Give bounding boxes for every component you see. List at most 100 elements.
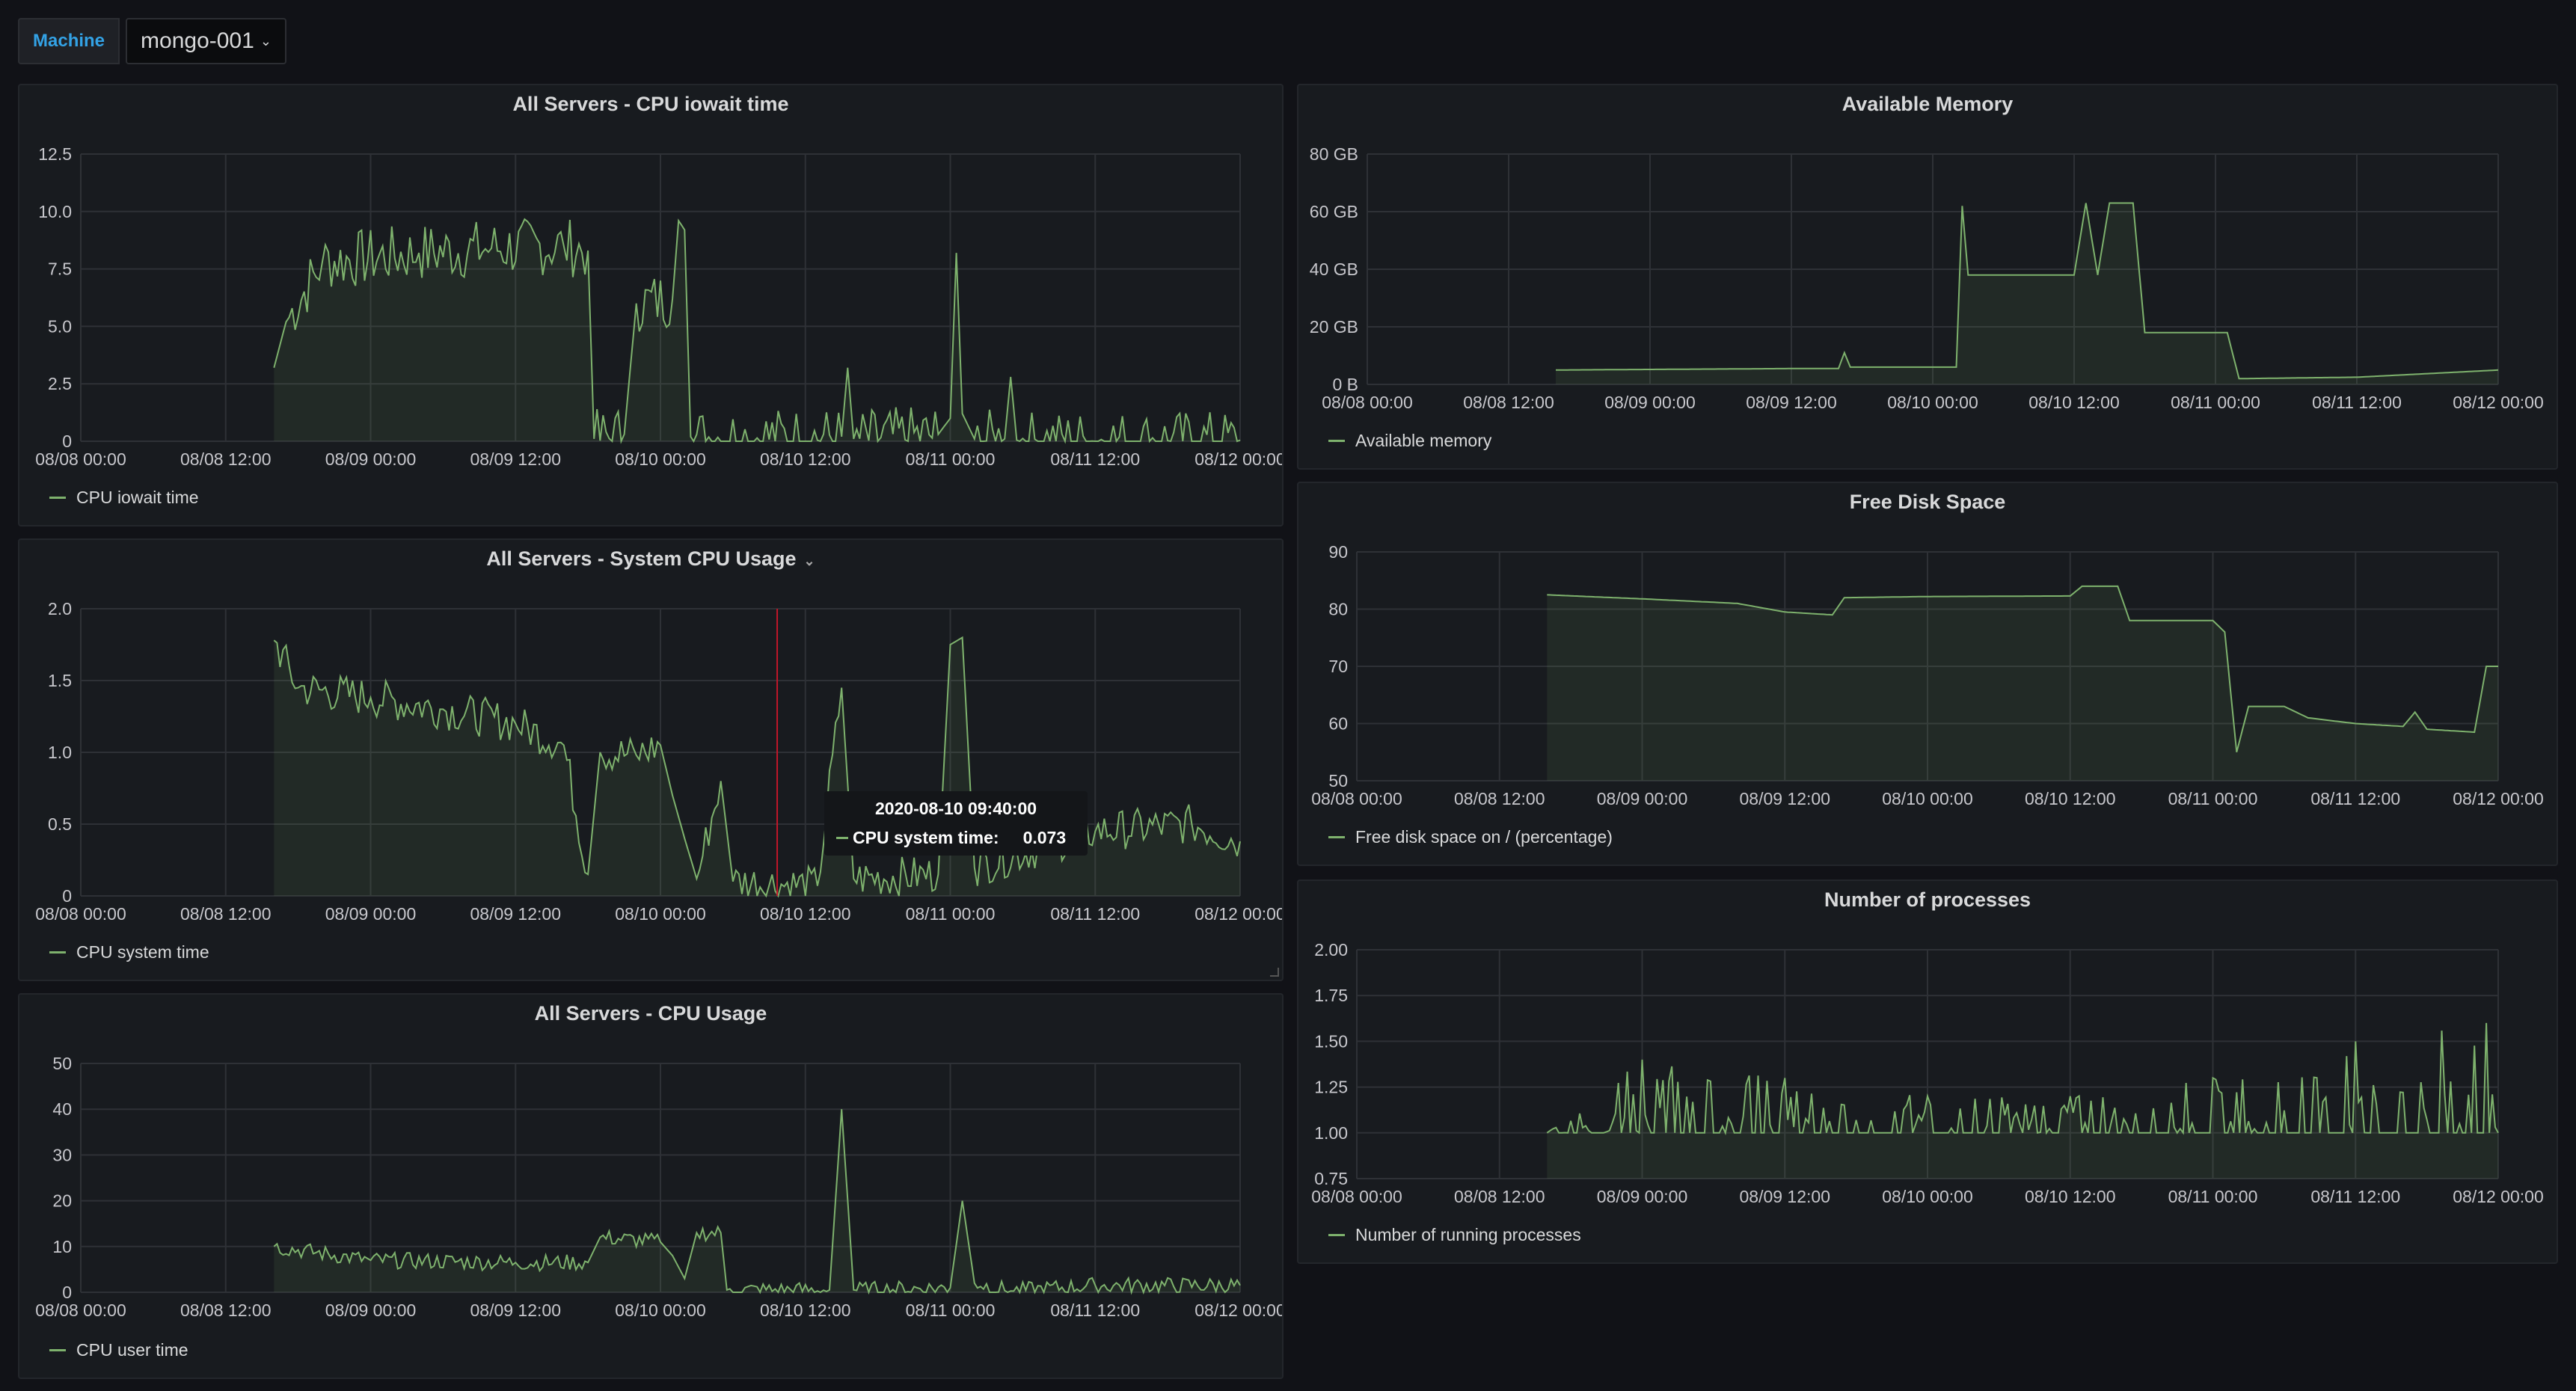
panel-cpu-usage: All Servers - CPU Usage 0 10 20 30 40 50 08/08… (18, 993, 1284, 1379)
legend-item[interactable]: Available memory (1328, 431, 1491, 451)
series-area (1547, 1022, 2498, 1179)
series-line (273, 218, 1241, 444)
x-tick-label: 08/10 00:00 (1882, 1187, 1973, 1206)
x-tick-label: 08/10 00:00 (1882, 789, 1973, 808)
x-tick-label: 08/10 12:00 (760, 904, 851, 924)
chart-available-memory[interactable]: 0 B 20 GB 40 GB 60 GB 80 GB 08/08 00:00 08/08 … (1298, 85, 2557, 468)
panel-title[interactable]: All Servers - System CPU Usage ⌄ (19, 547, 1282, 571)
panel-cpu-iowait: All Servers - CPU iowait time 0 2.5 5.0 7.5… (18, 84, 1284, 526)
x-tick-label: 08/09 12:00 (470, 449, 561, 469)
panel-title[interactable]: Available Memory (1841, 93, 2014, 115)
tooltip-swatch (836, 837, 848, 839)
x-tick-label: 08/11 00:00 (906, 1301, 996, 1320)
machine-select-value: mongo-001 (141, 28, 254, 53)
legend-label: Available memory (1355, 431, 1492, 450)
x-tick-label: 08/09 00:00 (1604, 393, 1696, 412)
x-tick-label: 08/11 00:00 (2171, 393, 2260, 412)
y-tick-label: 0 (62, 432, 72, 451)
chart-num-processes[interactable]: 0.75 1.00 1.25 1.50 1.75 2.00 08/08 00:00 08/08… (1298, 881, 2557, 1262)
x-tick-label: 08/12 00:00 (1195, 449, 1282, 469)
y-tick-label: 2.0 (48, 599, 72, 618)
y-tick-label: 70 (1328, 657, 1348, 676)
x-tick-label: 08/11 00:00 (2168, 1187, 2258, 1206)
y-tick-label: 60 (1328, 714, 1348, 734)
legend-swatch (1328, 1234, 1345, 1236)
y-tick-label: 40 GB (1310, 260, 1358, 279)
x-tick-label: 08/11 12:00 (1050, 904, 1140, 924)
y-tick-label: 12.5 (38, 144, 72, 164)
y-tick-label: 0 (62, 1283, 72, 1302)
tooltip-value: 0.073 (1022, 828, 1067, 847)
legend-item[interactable]: Number of running processes (1328, 1225, 1581, 1245)
x-tick-label: 08/09 12:00 (1746, 393, 1837, 412)
y-tick-label: 90 (1328, 542, 1348, 562)
legend-label: Number of running processes (1355, 1225, 1581, 1244)
x-tick-label: 08/11 00:00 (906, 449, 996, 469)
y-tick-label: 20 GB (1310, 317, 1358, 337)
panel-title[interactable]: All Servers - CPU iowait time (512, 93, 789, 115)
chart-cpu-usage[interactable]: 0 10 20 30 40 50 08/08 00:00 08/08 12:00 08/09 0… (19, 995, 1282, 1378)
y-tick-label: 60 GB (1310, 202, 1358, 221)
series-line (1555, 202, 2499, 380)
legend-item[interactable]: Free disk space on / (percentage) (1328, 827, 1613, 847)
x-tick-label: 08/10 00:00 (615, 1301, 706, 1320)
y-tick-label: 80 (1328, 600, 1348, 619)
legend-item[interactable]: CPU iowait time (49, 488, 199, 508)
x-tick-label: 08/08 00:00 (35, 449, 126, 469)
x-tick-label: 08/11 00:00 (906, 904, 996, 924)
panel-title[interactable]: Number of processes (1824, 888, 2031, 911)
y-tick-label: 1.50 (1314, 1031, 1348, 1051)
chevron-down-icon: ⌄ (803, 553, 815, 568)
series-area (1556, 203, 2498, 384)
x-tick-label: 08/09 00:00 (325, 1301, 417, 1320)
chart-system-cpu[interactable]: 0 0.5 1.0 1.5 2.0 08/08 00:00 08/08 12:00 08/09… (19, 540, 1282, 980)
x-tick-label: 08/08 00:00 (35, 904, 126, 924)
tooltip: 2020-08-10 09:40:00 CPU system time: 0.0… (824, 791, 1088, 856)
x-tick-label: 08/10 00:00 (615, 449, 706, 469)
legend-item[interactable]: CPU user time (49, 1340, 188, 1360)
x-tick-label: 08/11 00:00 (2168, 789, 2258, 808)
x-tick-label: 08/11 12:00 (1050, 1301, 1140, 1320)
panel-free-disk: Free Disk Space 50 60 70 80 90 08/08 00:00 08/… (1297, 482, 2558, 866)
legend-item[interactable]: CPU system time (49, 942, 209, 962)
x-tick-label: 08/08 12:00 (1463, 393, 1554, 412)
x-tick-label: 08/10 12:00 (760, 449, 851, 469)
y-tick-label: 50 (52, 1054, 72, 1073)
y-tick-label: 0 (62, 886, 72, 906)
legend-swatch (49, 951, 66, 954)
machine-select[interactable]: mongo-001 ⌄ (126, 18, 286, 64)
x-tick-label: 08/09 00:00 (1597, 789, 1688, 808)
panel-title[interactable]: Free Disk Space (1849, 491, 2006, 513)
y-tick-label: 5.0 (48, 316, 72, 336)
y-tick-label: 80 GB (1310, 144, 1358, 164)
x-tick-label: 08/09 00:00 (325, 904, 417, 924)
x-tick-label: 08/12 00:00 (2453, 393, 2544, 412)
x-tick-label: 08/12 00:00 (2453, 1187, 2544, 1206)
x-tick-label: 08/08 12:00 (180, 449, 272, 469)
resize-handle[interactable] (1270, 968, 1279, 977)
panel-available-memory: Available Memory 0 B 20 GB 40 GB 60 GB 80 GB… (1297, 84, 2558, 470)
variable-label: Machine (18, 18, 120, 64)
y-tick-label: 2.00 (1314, 940, 1348, 959)
y-tick-label: 0 B (1332, 375, 1358, 394)
variable-bar: Machine mongo-001 ⌄ (18, 18, 286, 64)
x-tick-label: 08/08 12:00 (1454, 789, 1545, 808)
chart-free-disk[interactable]: 50 60 70 80 90 08/08 00:00 08/08 12:00 08/09 00… (1298, 483, 2557, 865)
x-tick-label: 08/08 00:00 (1322, 393, 1413, 412)
x-tick-label: 08/09 12:00 (1739, 1187, 1830, 1206)
y-tick-label: 2.5 (48, 374, 72, 393)
x-tick-label: 08/08 12:00 (180, 1301, 272, 1320)
x-tick-label: 08/08 00:00 (35, 1301, 126, 1320)
y-tick-label: 50 (1328, 771, 1348, 790)
legend-swatch (1328, 836, 1345, 838)
y-tick-label: 1.0 (48, 743, 72, 762)
legend-label: CPU iowait time (76, 488, 199, 507)
x-tick-label: 08/11 12:00 (2312, 393, 2402, 412)
panel-title[interactable]: All Servers - CPU Usage (534, 1002, 767, 1025)
series-area (274, 1109, 1240, 1292)
chart-cpu-iowait[interactable]: 0 2.5 5.0 7.5 10.0 12.5 08/08 00:00 08/08 12:00… (19, 85, 1282, 525)
x-tick-label: 08/11 12:00 (1050, 449, 1140, 469)
x-tick-label: 08/10 00:00 (615, 904, 706, 924)
x-tick-label: 08/12 00:00 (2453, 789, 2544, 808)
y-tick-label: 1.75 (1314, 986, 1348, 1005)
